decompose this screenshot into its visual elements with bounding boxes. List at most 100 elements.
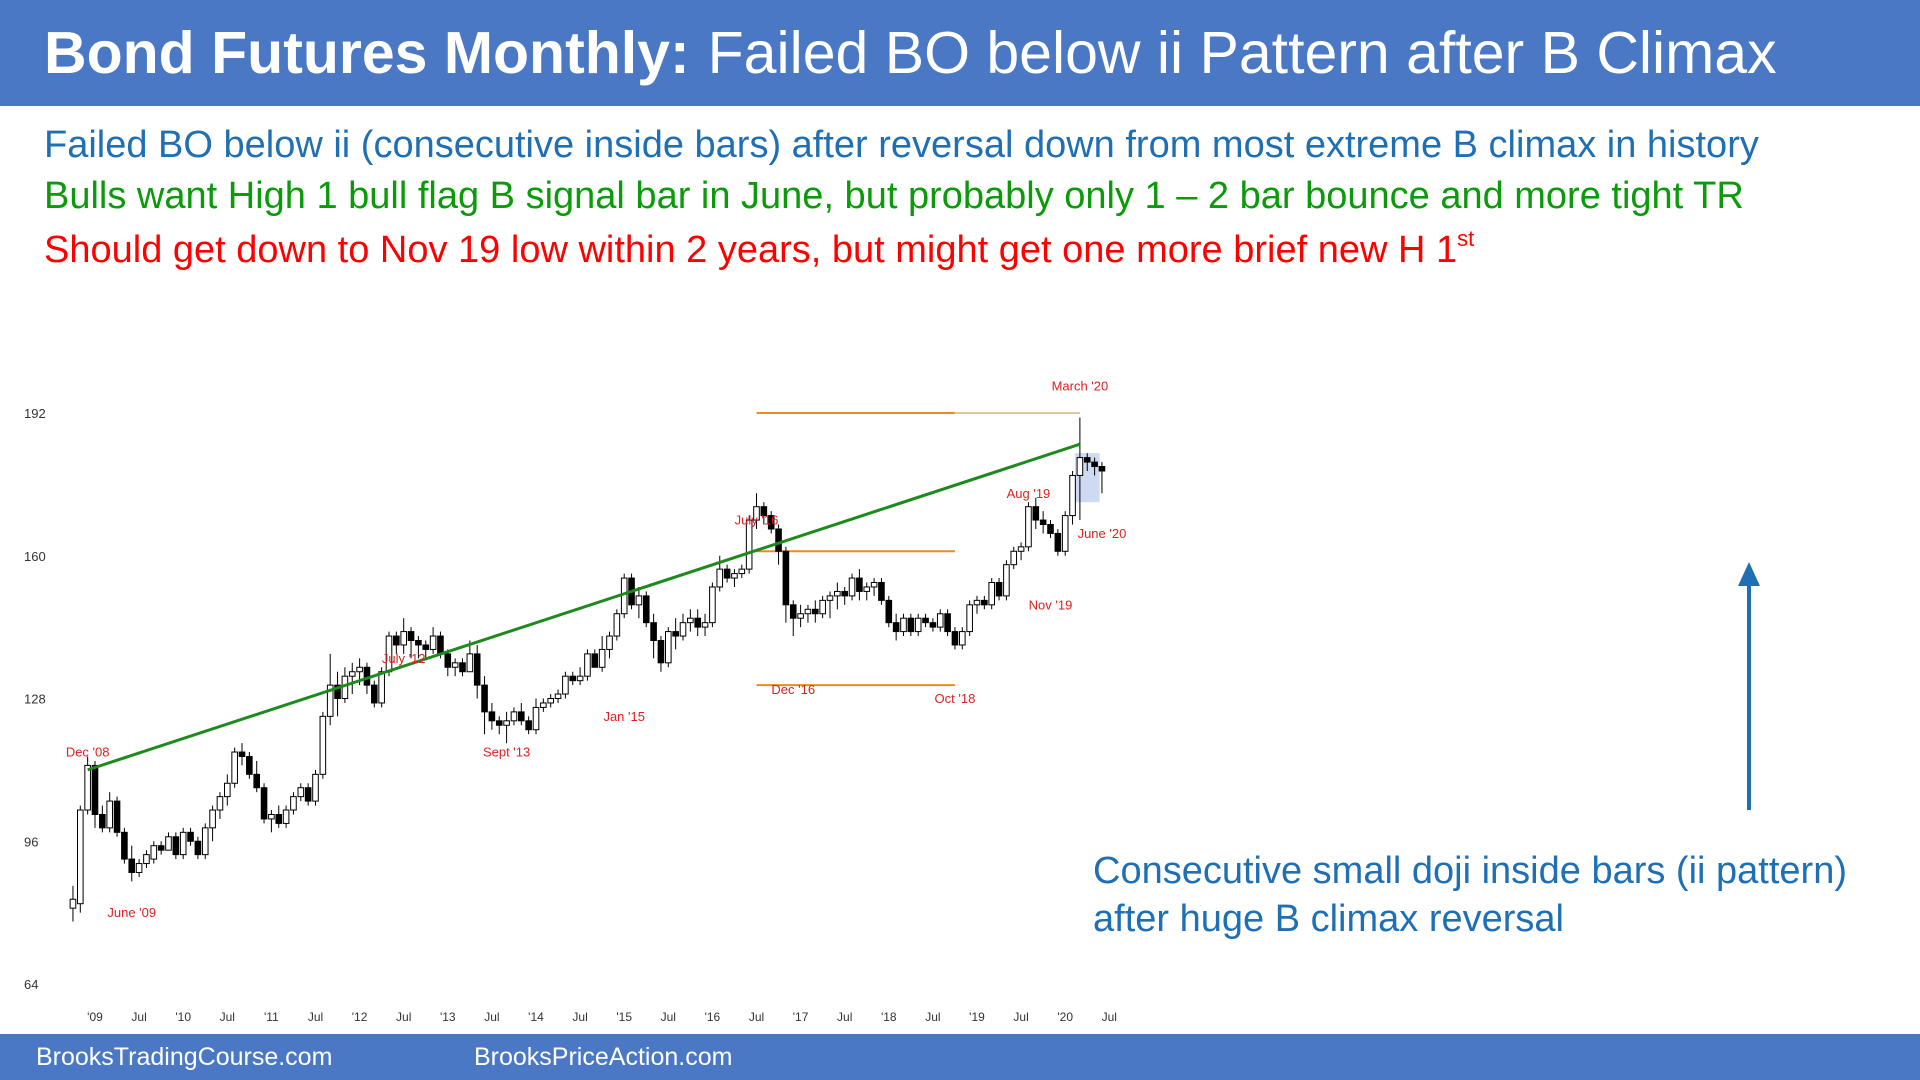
candle-body-bear [642,595,650,624]
candle-body-bear [422,644,430,650]
candle-body-bull [554,693,562,699]
candle-body-bull [312,773,319,802]
candle-body-bear [782,550,790,606]
candle-body-bull [687,617,694,624]
candle-body-bull [1003,564,1010,597]
candle-body-bear [775,528,782,552]
candle-body-bull [584,653,591,677]
footer-link-brookspriceaction[interactable]: BrooksPriceAction.com [474,1043,733,1071]
candle-body-bull [576,675,584,682]
candle-body-bear [275,813,283,824]
candle-body-bear [760,506,768,517]
x-tick-label: Jul [925,1010,940,1024]
candle-body-bull [348,671,356,677]
candle-body-bull [268,813,275,820]
chart-annotation: March '20 [1052,379,1109,394]
candle-body-bull [69,898,77,909]
y-tick-label: 160 [24,549,46,564]
up-arrow-head-icon [1738,562,1760,586]
candle-body-bull [224,782,231,798]
candle-body-bull [540,702,547,708]
note-line-2: after huge B climax reversal [1093,898,1564,940]
candle-body-bull [665,631,672,664]
candle-body-bull [701,622,709,628]
candle-body-bear [334,684,341,699]
candle-body-bear [1091,461,1098,468]
candle-body-bull [1076,457,1084,476]
candle-body-bear [473,653,481,686]
y-tick-label: 128 [24,692,46,707]
candle-body-bear [951,631,959,646]
candle-body-bear [518,711,525,722]
candle-body-bear [481,684,488,713]
chart-annotation: June '20 [1078,526,1127,541]
candle-body-bear [172,836,180,856]
candle-body-bull [319,715,327,775]
candle-body-bull [1061,515,1069,552]
commentary-line-2: Bulls want High 1 bull flag B signal bar… [44,175,1744,217]
candle-body-bear [113,800,121,833]
candle-body-bull [77,809,84,905]
candle-body-bull [297,787,305,798]
candle-body-bull [135,863,143,873]
candle-body-bear [253,773,260,789]
candle-body-bull [562,675,569,695]
candle-body-bull [290,796,297,811]
candle-body-bear [437,635,444,655]
candle-body-bull [429,635,437,650]
candle-body-bear [459,662,466,673]
x-tick-label: '15 [616,1010,632,1024]
candle-body-bear [187,831,194,842]
x-tick-label: '20 [1057,1010,1073,1024]
chart-annotation: Nov '19 [1029,597,1073,612]
candle-body-bear [878,582,885,601]
candle-body-bull [973,599,981,606]
candle-body-bull [826,595,834,601]
y-tick-label: 64 [24,977,38,992]
candle-body-bear [407,631,415,642]
candle-body-bear [723,568,731,579]
candle-body-bear [789,604,797,619]
x-tick-label: '18 [881,1010,897,1024]
footer-bar: BrooksTradingCourse.com BrooksPriceActio… [0,1034,1920,1080]
title-rest: Failed BO below ii Pattern after B Clima… [707,20,1777,86]
candle-body-bear [1039,519,1047,526]
candle-body-bull [870,582,878,588]
candle-body-bull [804,608,812,615]
chart-annotation: Oct '18 [935,691,976,706]
x-tick-label: Jul [1013,1010,1028,1024]
candle-body-bull [326,684,334,717]
candle-body-bear [812,608,819,615]
candle-body-bull [150,845,158,860]
x-tick-label: '10 [175,1010,191,1024]
candle-body-bear [892,622,900,633]
candle-body-bear [907,617,915,633]
candle-body-bull [936,613,944,628]
candle-body-bull [863,586,871,592]
bull-trendline [87,442,1081,772]
candle-body-bull [532,706,540,731]
footer-link-brookstradingcourse[interactable]: BrooksTradingCourse.com [36,1043,333,1071]
candle-body-bear [194,840,202,856]
chart-annotation: June '09 [107,905,156,920]
candle-body-bear [1054,532,1062,552]
candle-body-bear [525,720,532,731]
candle-body-bear [767,515,775,530]
x-tick-label: '09 [87,1010,103,1024]
candle-body-bull [613,613,621,637]
candle-body-bull [106,800,114,829]
candle-body-bull [1069,474,1076,517]
chart-annotation: Dec '08 [66,744,110,759]
candle-body-bull [451,662,459,668]
candle-body-bull [201,827,209,856]
candle-body-bull [378,671,385,704]
candle-body-bull [165,836,172,851]
chart-annotation: Dec '16 [771,682,815,697]
x-tick-label: '12 [352,1010,368,1024]
candle-body-bear [246,755,253,775]
x-tick-label: Jul [484,1010,499,1024]
candle-body-bear [1047,524,1054,534]
candle-body-bear [569,675,577,682]
title-bar: Bond Futures Monthly: Failed BO below ii … [0,0,1920,106]
candle-body-bull [988,582,996,606]
